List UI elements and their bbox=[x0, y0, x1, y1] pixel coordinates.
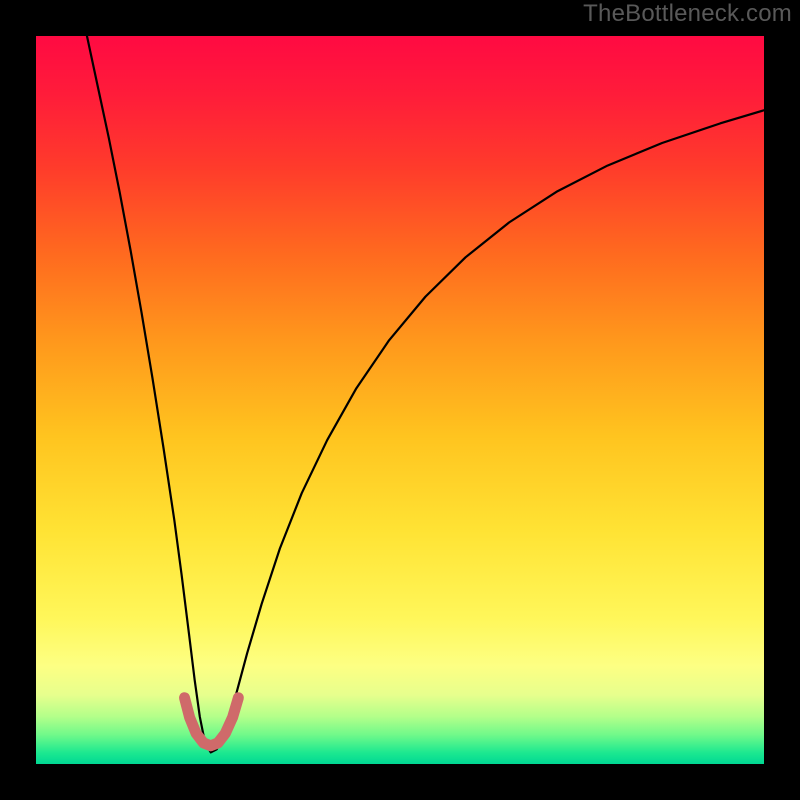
chart-stage: TheBottleneck.com bbox=[0, 0, 800, 800]
watermark-text: TheBottleneck.com bbox=[583, 0, 792, 28]
bottleneck-chart bbox=[0, 0, 800, 800]
